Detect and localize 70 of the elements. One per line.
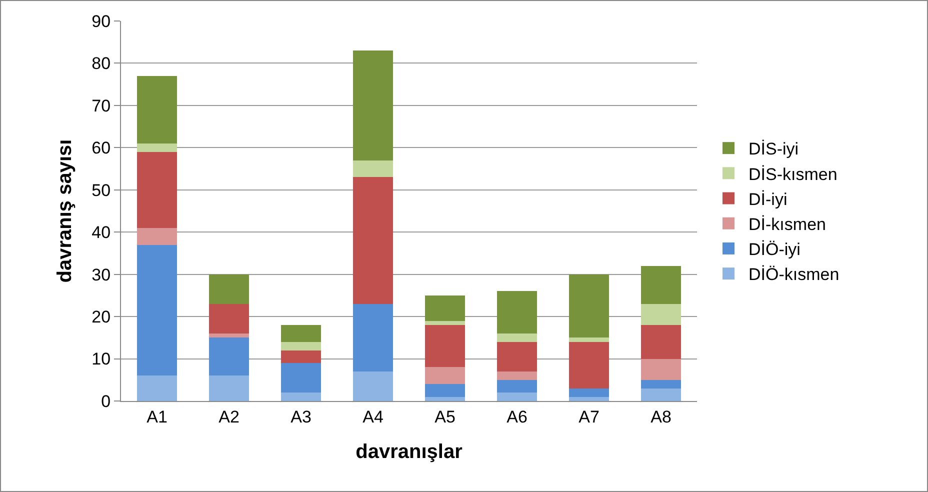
bar xyxy=(497,291,537,334)
bar xyxy=(281,392,321,401)
bar xyxy=(569,338,609,342)
bar xyxy=(137,228,177,245)
y-tick-label: 70 xyxy=(92,96,111,116)
y-tick-label: 30 xyxy=(92,265,111,284)
x-tick-label: A6 xyxy=(506,407,528,426)
bar xyxy=(569,388,609,397)
y-axis-title: davranış sayısı xyxy=(54,139,76,283)
x-tick-label: A5 xyxy=(434,407,456,426)
y-tick-label: 50 xyxy=(92,180,111,200)
y-tick-label: 20 xyxy=(92,308,111,327)
bar xyxy=(425,320,465,325)
bar xyxy=(209,376,249,401)
x-tick-label: A7 xyxy=(578,407,600,426)
bar xyxy=(569,274,609,338)
bar xyxy=(137,152,177,228)
bar xyxy=(209,333,249,338)
bar xyxy=(281,342,321,350)
bar xyxy=(353,371,393,401)
bar xyxy=(281,325,321,342)
bar xyxy=(497,392,537,401)
bar xyxy=(425,384,465,397)
bar xyxy=(497,371,537,380)
legend-label: Dİ-iyi xyxy=(748,190,788,209)
x-tick-label: A3 xyxy=(290,407,312,426)
x-axis-title: davranışlar xyxy=(356,440,463,463)
bar xyxy=(425,325,465,368)
legend-label: DİS-iyi xyxy=(748,140,799,159)
y-tick-label: 0 xyxy=(101,392,111,411)
bar xyxy=(569,396,609,401)
bar xyxy=(209,274,249,304)
legend-label: Dİ-kısmen xyxy=(748,214,826,234)
bar xyxy=(425,295,465,321)
bar xyxy=(641,388,681,401)
y-tick-label: 40 xyxy=(92,223,111,242)
bar xyxy=(137,76,177,144)
y-tick-label: 10 xyxy=(92,350,111,369)
bar xyxy=(641,266,681,304)
x-tick-label: A2 xyxy=(218,407,240,426)
y-tick-label: 80 xyxy=(92,54,111,74)
bar xyxy=(281,350,321,363)
bar xyxy=(209,338,249,376)
bar xyxy=(497,333,537,342)
bar xyxy=(281,363,321,393)
legend-label: DİÖ-iyi xyxy=(748,240,800,260)
bar xyxy=(641,304,681,325)
bar xyxy=(137,244,177,376)
bar xyxy=(209,304,249,334)
bar xyxy=(569,342,609,388)
x-tick-label: A4 xyxy=(362,407,384,426)
y-tick-label: 90 xyxy=(92,12,111,31)
bar xyxy=(497,380,537,393)
bar xyxy=(353,304,393,372)
bar xyxy=(353,177,393,304)
bar xyxy=(641,358,681,380)
bar xyxy=(425,367,465,384)
bar xyxy=(641,325,681,359)
bar xyxy=(137,376,177,401)
bar xyxy=(353,160,393,178)
bar xyxy=(641,380,681,388)
bar xyxy=(137,143,177,152)
legend-label: DİÖ-kısmen xyxy=(748,265,840,284)
bar xyxy=(353,50,393,160)
x-tick-label: A1 xyxy=(146,407,168,426)
y-tick-label: 60 xyxy=(92,138,111,158)
legend-label: DİS-kısmen xyxy=(748,164,838,184)
x-tick-label: A8 xyxy=(650,407,672,426)
bar xyxy=(497,342,537,372)
bar xyxy=(425,396,465,401)
